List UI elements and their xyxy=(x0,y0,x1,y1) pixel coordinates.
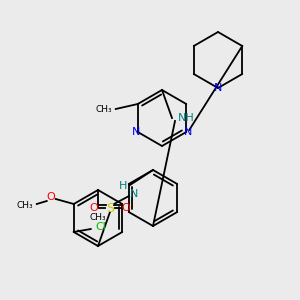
Text: CH₃: CH₃ xyxy=(95,106,112,115)
Text: N: N xyxy=(214,83,222,93)
Text: O: O xyxy=(46,192,55,202)
Text: CH₃: CH₃ xyxy=(90,212,106,221)
Text: O: O xyxy=(90,203,98,213)
Text: NH: NH xyxy=(178,113,194,123)
Text: N: N xyxy=(132,127,140,137)
Text: S: S xyxy=(106,202,114,214)
Text: N: N xyxy=(184,127,192,137)
Text: H: H xyxy=(119,181,127,191)
Text: N: N xyxy=(130,189,138,199)
Text: CH₃: CH₃ xyxy=(16,202,33,211)
Text: O: O xyxy=(122,203,130,213)
Text: Cl: Cl xyxy=(95,222,106,232)
